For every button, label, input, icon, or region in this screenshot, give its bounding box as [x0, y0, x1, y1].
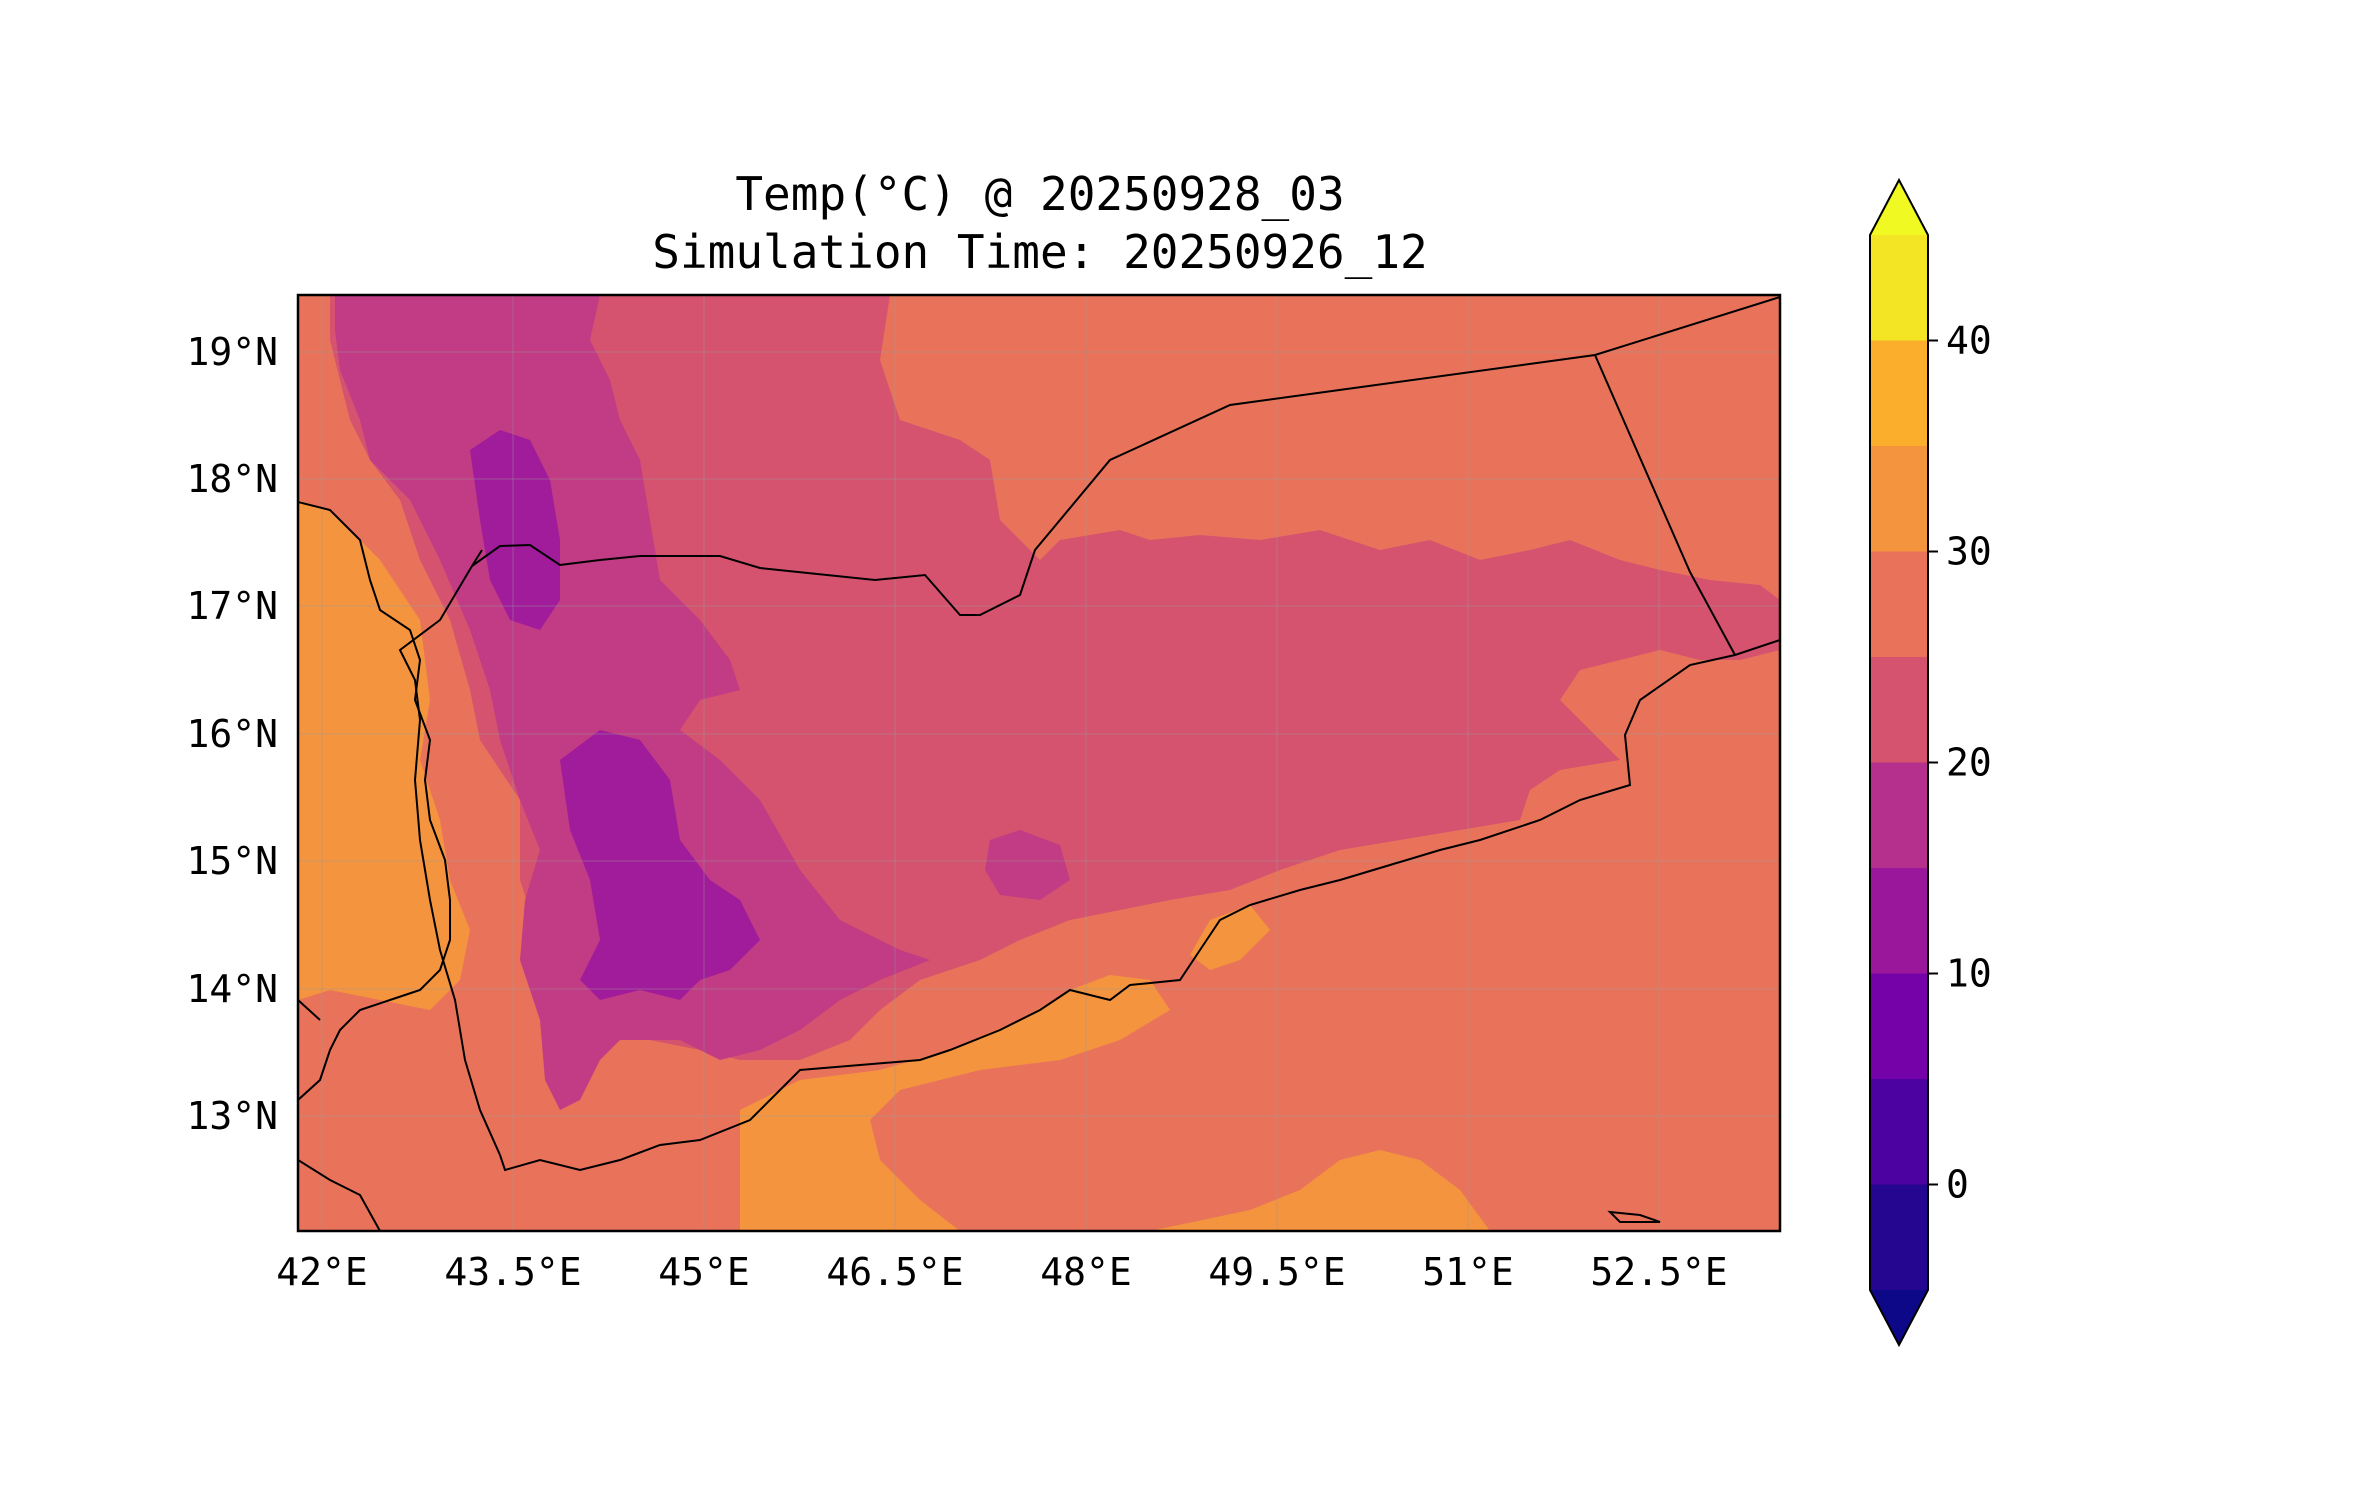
figure-title-line2: Simulation Time: 20250926_12 [652, 225, 1427, 279]
lon-tick-label: 42°E [276, 1250, 368, 1294]
colorbar-tick-label: 10 [1946, 952, 1992, 996]
temp-band-30-35-aden [740, 975, 1170, 1231]
yemen-inland-road [298, 999, 321, 1021]
lon-tick-label: 48°E [1040, 1250, 1132, 1294]
lat-tick-label: 16°N [186, 712, 278, 756]
eritrea-coast [298, 501, 451, 1101]
colorbar: 0 10 20 30 40 [1869, 177, 1992, 1348]
colorbar-tick-label: 0 [1946, 1163, 1969, 1207]
colorbar-extend-over [1870, 180, 1928, 235]
colorbar-band [1870, 1184, 1928, 1290]
saudi-yemen-border [471, 296, 1780, 616]
yemen-oman-border [1594, 354, 1736, 656]
lon-tick-label: 43.5°E [444, 1250, 581, 1294]
colorbar-band [1870, 446, 1928, 552]
lat-tick-label: 15°N [186, 839, 278, 883]
lat-tick-label: 14°N [186, 967, 278, 1011]
coastlines-borders [298, 296, 1780, 1231]
temp-band-30-35-south [1150, 1150, 1490, 1231]
temp-band-30-35-coast-patch [1190, 905, 1270, 970]
map-frame [296, 293, 1782, 1233]
lon-tick-label: 51°E [1422, 1250, 1514, 1294]
colorbar-band [1870, 340, 1928, 446]
temp-band-10-15-north [470, 430, 560, 630]
colorbar-outline [1869, 177, 1929, 1348]
colorbar-extend-under [1870, 1290, 1928, 1345]
lon-tick-label: 49.5°E [1208, 1250, 1345, 1294]
figure-title-line1: Temp(°C) @ 20250928_03 [735, 167, 1344, 221]
lat-tick-labels: 19°N 18°N 17°N 16°N 15°N 14°N 13°N [186, 330, 278, 1138]
temp-band-10-15-south [560, 730, 760, 1000]
graticule [298, 295, 1780, 1231]
yemen-southern-coast [499, 639, 1780, 1172]
lon-tick-label: 45°E [658, 1250, 750, 1294]
colorbar-band [1870, 762, 1928, 868]
colorbar-band [1870, 235, 1928, 341]
yemen-western-coast [398, 549, 501, 1156]
lon-tick-labels: 42°E 43.5°E 45°E 46.5°E 48°E 49.5°E 51°E… [276, 1250, 1727, 1294]
lat-tick-label: 13°N [186, 1094, 278, 1138]
colorbar-band [1870, 1079, 1928, 1185]
djibouti-coast [298, 1159, 381, 1231]
colorbar-tick-label: 30 [1946, 530, 1992, 574]
colorbar-band [1870, 657, 1928, 763]
lat-tick-label: 18°N [186, 457, 278, 501]
colorbar-tick-label: 20 [1946, 741, 1992, 785]
socotra-island-outline [1607, 1210, 1661, 1223]
temp-band-15-20-east [985, 830, 1070, 900]
lon-tick-label: 52.5°E [1590, 1250, 1727, 1294]
map-panel [298, 295, 1780, 1231]
colorbar-band [1870, 868, 1928, 974]
colorbar-tick-label: 40 [1946, 319, 1992, 363]
lat-tick-label: 19°N [186, 330, 278, 374]
colorbar-band [1870, 973, 1928, 1079]
lat-tick-label: 17°N [186, 584, 278, 628]
colorbar-band [1870, 551, 1928, 657]
lon-tick-label: 46.5°E [826, 1250, 963, 1294]
